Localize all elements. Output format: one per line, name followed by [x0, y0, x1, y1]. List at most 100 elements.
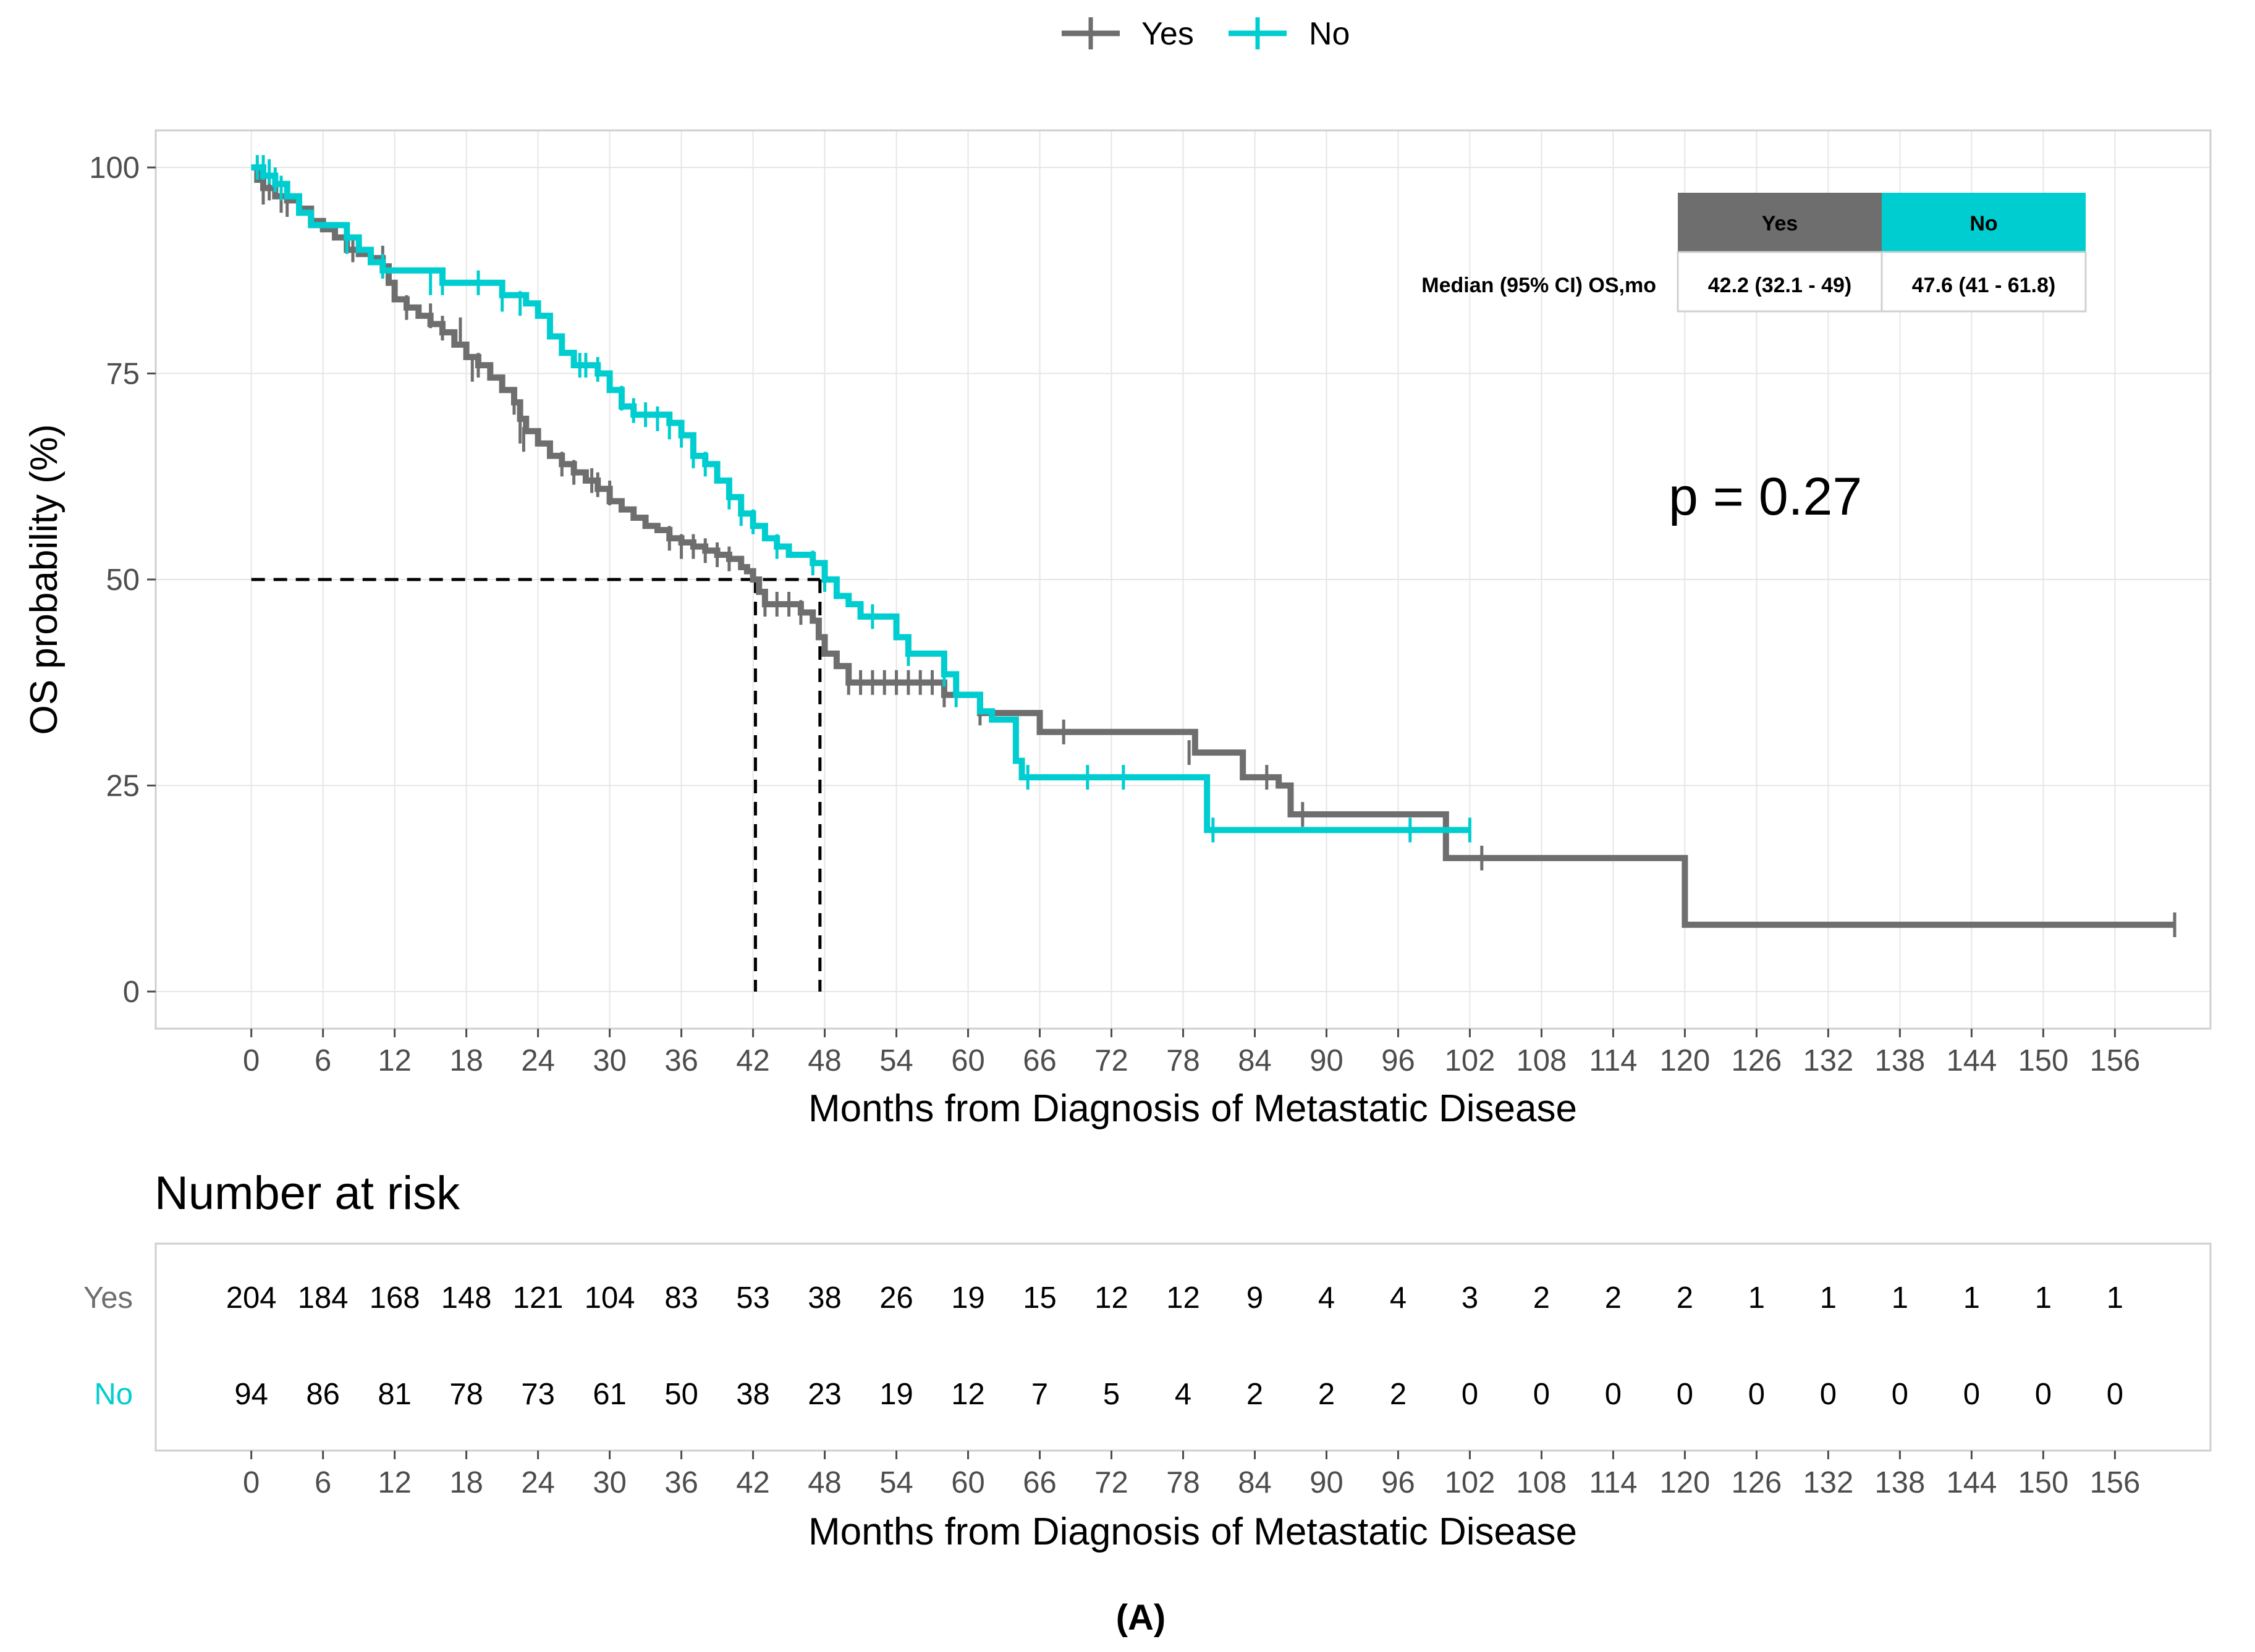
risk-x-axis-title: Months from Diagnosis of Metastatic Dise…	[808, 1511, 1577, 1553]
risk-count-no-144: 0	[1963, 1378, 1980, 1411]
risk-x-tick-label-6: 6	[315, 1466, 331, 1499]
risk-row-no: 94 86 81 78 73 61 50 38 23 19 12 7 5 4 2 2 2 0 0 0 0 0 0 0 0 0 0	[234, 1378, 2123, 1411]
x-tick-label-150: 150	[2018, 1044, 2068, 1077]
risk-count-no-108: 0	[1533, 1378, 1550, 1411]
risk-count-no-42: 38	[736, 1378, 770, 1411]
x-tick-label-114: 114	[1589, 1044, 1637, 1077]
risk-count-yes-36: 83	[664, 1281, 698, 1315]
x-tick-label-126: 126	[1732, 1044, 1782, 1077]
x-tick-label-0: 0	[243, 1044, 260, 1077]
x-tick-label-78: 78	[1166, 1044, 1200, 1077]
legend-item-no: No	[1229, 16, 1350, 52]
risk-count-yes-156: 1	[2107, 1281, 2123, 1315]
risk-count-yes-78: 12	[1166, 1281, 1200, 1315]
risk-count-yes-30: 104	[585, 1281, 635, 1315]
risk-count-no-66: 7	[1031, 1378, 1048, 1411]
risk-x-tick-label-90: 90	[1309, 1466, 1343, 1499]
x-tick-label-138: 138	[1875, 1044, 1926, 1077]
risk-count-yes-90: 4	[1318, 1281, 1335, 1315]
x-tick-label-96: 96	[1381, 1044, 1415, 1077]
risk-x-axis-ticks: 0 6 12 18 24 30 36 42 48 54 60 66 72 78 84 90 96 102 108 11…	[243, 1451, 2140, 1499]
legend-label-no: No	[1309, 16, 1350, 52]
risk-x-tick-label-102: 102	[1445, 1466, 1496, 1499]
p-value: p = 0.27	[1669, 467, 1862, 526]
risk-x-tick-label-144: 144	[1946, 1466, 1997, 1499]
median-table-value-yes: 42.2 (32.1 - 49)	[1708, 274, 1851, 297]
risk-count-no-24: 73	[521, 1378, 555, 1411]
x-tick-label-132: 132	[1803, 1044, 1854, 1077]
risk-count-yes-66: 15	[1023, 1281, 1057, 1315]
risk-count-no-60: 12	[951, 1378, 985, 1411]
risk-x-tick-label-42: 42	[736, 1466, 770, 1499]
median-table: Median (95% CI) OS,mo Yes No 42.2 (32.1 …	[1421, 193, 2087, 313]
risk-count-no-96: 2	[1390, 1378, 1407, 1411]
risk-count-yes-150: 1	[2035, 1281, 2052, 1315]
risk-count-no-90: 2	[1318, 1378, 1335, 1411]
risk-count-yes-138: 1	[1892, 1281, 1908, 1315]
risk-x-tick-label-30: 30	[593, 1466, 627, 1499]
plot-panel: 0 25 50 75 100 0 6 12 18 24 30 36 42 48 54 60 66 72 78 84 9…	[23, 129, 2212, 1130]
risk-count-no-102: 0	[1462, 1378, 1478, 1411]
median-table-header-yes	[1678, 193, 1882, 252]
x-tick-label-102: 102	[1445, 1044, 1496, 1077]
risk-x-tick-label-132: 132	[1803, 1466, 1854, 1499]
risk-table-title: Number at risk	[154, 1167, 460, 1220]
risk-table: Number at risk Yes No 204 184 168 148 121 104…	[83, 1167, 2212, 1553]
risk-x-tick-label-24: 24	[521, 1466, 555, 1499]
median-table-header-no-label: No	[1969, 212, 1997, 235]
x-tick-label-6: 6	[315, 1044, 331, 1077]
y-axis-ticks: 0 25 50 75 100	[89, 151, 156, 1009]
x-tick-label-18: 18	[449, 1044, 483, 1077]
risk-count-no-48: 23	[808, 1378, 842, 1411]
risk-count-yes-132: 1	[1820, 1281, 1837, 1315]
x-tick-label-90: 90	[1309, 1044, 1343, 1077]
x-tick-label-60: 60	[951, 1044, 985, 1077]
median-table-header-no	[1882, 193, 2086, 252]
risk-table-border	[154, 1242, 2212, 1452]
risk-count-yes-72: 12	[1094, 1281, 1128, 1315]
risk-count-yes-6: 184	[298, 1281, 349, 1315]
risk-count-yes-144: 1	[1963, 1281, 1980, 1315]
x-tick-label-48: 48	[808, 1044, 842, 1077]
risk-count-no-72: 5	[1103, 1378, 1120, 1411]
risk-count-yes-120: 2	[1677, 1281, 1693, 1315]
risk-x-tick-label-48: 48	[808, 1466, 842, 1499]
risk-count-no-138: 0	[1892, 1378, 1908, 1411]
x-tick-label-72: 72	[1094, 1044, 1128, 1077]
x-tick-label-120: 120	[1660, 1044, 1711, 1077]
risk-x-tick-label-156: 156	[2089, 1466, 2140, 1499]
risk-count-yes-24: 121	[513, 1281, 564, 1315]
risk-x-tick-label-36: 36	[664, 1466, 698, 1499]
median-reference-lines	[251, 578, 822, 992]
risk-count-no-156: 0	[2107, 1378, 2123, 1411]
risk-x-tick-label-126: 126	[1732, 1466, 1782, 1499]
x-tick-label-42: 42	[736, 1044, 770, 1077]
risk-count-no-84: 2	[1246, 1378, 1263, 1411]
x-tick-label-144: 144	[1946, 1044, 1997, 1077]
risk-x-tick-label-120: 120	[1660, 1466, 1711, 1499]
risk-count-no-12: 81	[378, 1378, 412, 1411]
risk-count-no-150: 0	[2035, 1378, 2052, 1411]
risk-count-no-6: 86	[306, 1378, 340, 1411]
y-tick-label-25: 25	[106, 769, 140, 803]
risk-x-tick-label-60: 60	[951, 1466, 985, 1499]
x-tick-label-108: 108	[1517, 1044, 1567, 1077]
risk-count-no-36: 50	[664, 1378, 698, 1411]
y-tick-label-50: 50	[106, 563, 140, 597]
risk-count-yes-60: 19	[951, 1281, 985, 1315]
risk-x-tick-label-150: 150	[2018, 1466, 2068, 1499]
x-tick-label-54: 54	[879, 1044, 913, 1077]
risk-x-tick-label-96: 96	[1381, 1466, 1415, 1499]
risk-x-tick-label-66: 66	[1023, 1466, 1057, 1499]
risk-count-no-54: 19	[879, 1378, 913, 1411]
risk-count-yes-18: 148	[441, 1281, 492, 1315]
y-tick-label-75: 75	[106, 358, 140, 391]
risk-x-tick-label-0: 0	[243, 1466, 260, 1499]
x-tick-label-36: 36	[664, 1044, 698, 1077]
risk-count-yes-114: 2	[1605, 1281, 1622, 1315]
y-tick-label-0: 0	[123, 976, 140, 1009]
legend: Yes No	[1062, 16, 1350, 52]
risk-count-yes-102: 3	[1462, 1281, 1478, 1315]
median-table-row-label: Median (95% CI) OS,mo	[1421, 274, 1656, 297]
